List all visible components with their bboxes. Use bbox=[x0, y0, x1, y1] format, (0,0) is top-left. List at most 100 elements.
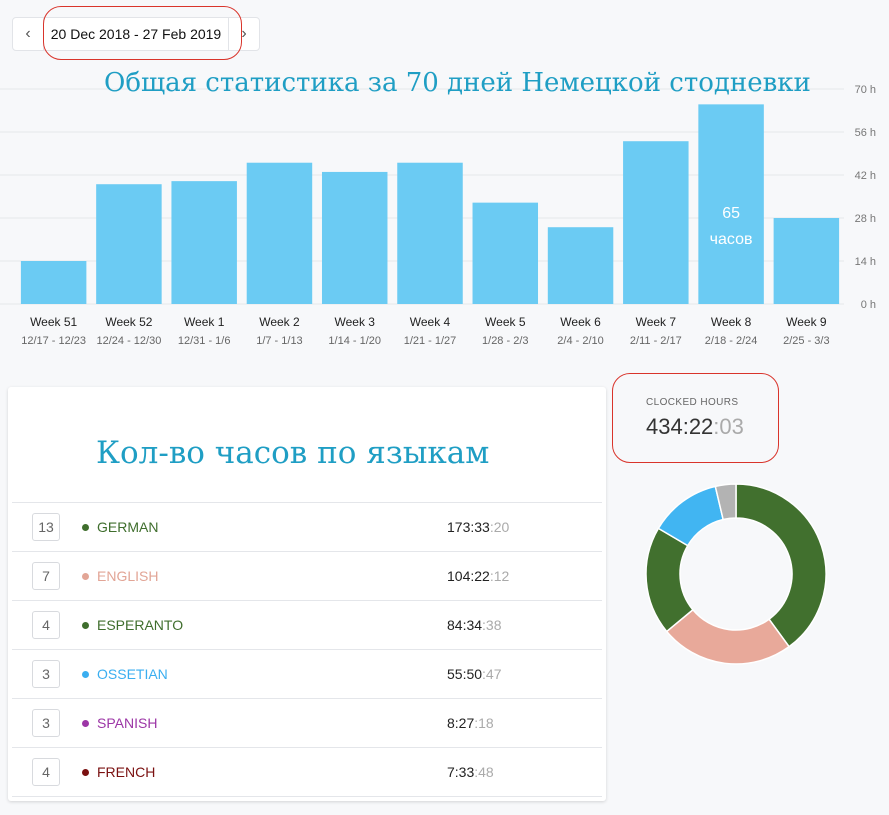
language-name: SPANISH bbox=[97, 715, 158, 731]
prev-period-button[interactable]: ‹ bbox=[25, 25, 31, 42]
x-tick-sublabel: 1/28 - 2/3 bbox=[482, 335, 528, 347]
x-tick-label: Week 5 bbox=[485, 315, 526, 329]
language-row[interactable]: 3 SPANISH 8:27:18 bbox=[12, 698, 602, 748]
bar[interactable] bbox=[472, 202, 539, 304]
language-duration: 7:33:48 bbox=[447, 764, 494, 780]
language-row[interactable]: 3 OSSETIAN 55:50:47 bbox=[12, 649, 602, 699]
x-tick-sublabel: 1/14 - 1/20 bbox=[328, 335, 381, 347]
duration-seconds: :18 bbox=[474, 715, 494, 731]
x-tick-sublabel: 12/31 - 1/6 bbox=[178, 335, 231, 347]
language-name: GERMAN bbox=[97, 519, 159, 535]
y-tick-label: 28 h bbox=[855, 213, 876, 225]
language-color-dot bbox=[82, 768, 89, 776]
language-color-dot bbox=[82, 523, 89, 531]
languages-donut-chart bbox=[645, 483, 827, 665]
language-name: ESPERANTO bbox=[97, 617, 184, 633]
duration-main: 104:22 bbox=[447, 568, 490, 584]
languages-table: 13 GERMAN 173:33:20 7 ENGLISH 104:22:12 4 ESPER… bbox=[12, 502, 602, 797]
bar[interactable] bbox=[20, 261, 87, 304]
x-tick-sublabel: 1/7 - 1/13 bbox=[256, 335, 302, 347]
y-tick-label: 0 h bbox=[861, 299, 876, 311]
session-count: 3 bbox=[32, 660, 60, 688]
x-tick-sublabel: 12/17 - 12/23 bbox=[21, 335, 86, 347]
bar[interactable] bbox=[397, 162, 463, 304]
y-tick-label: 14 h bbox=[855, 256, 876, 268]
language-duration: 8:27:18 bbox=[447, 715, 494, 731]
language-color-dot bbox=[82, 572, 89, 580]
chart-overlay-title: Общая статистика за 70 дней Немецкой сто… bbox=[104, 68, 811, 98]
duration-seconds: :12 bbox=[489, 568, 510, 584]
next-period-button[interactable]: › bbox=[241, 25, 247, 42]
bar[interactable] bbox=[547, 227, 614, 304]
donut-slice[interactable] bbox=[735, 483, 827, 648]
bar[interactable] bbox=[321, 171, 388, 304]
x-tick-label: Week 52 bbox=[105, 315, 152, 329]
bar-annotation: часов bbox=[710, 231, 753, 248]
languages-card-header: Кол-во часов по языкам bbox=[8, 387, 606, 505]
weekly-hours-chart: 70 h 56 h 42 h 28 h 14 h 0 h Week 51 12/17 - 12… bbox=[0, 84, 876, 347]
language-duration: 84:34:38 bbox=[447, 617, 502, 633]
duration-main: 173:33 bbox=[447, 519, 490, 535]
language-duration: 55:50:47 bbox=[447, 666, 502, 682]
x-tick-label: Week 3 bbox=[334, 315, 375, 329]
bar[interactable] bbox=[623, 141, 689, 304]
bar[interactable] bbox=[171, 181, 237, 304]
y-tick-label: 42 h bbox=[855, 170, 876, 182]
languages-overlay-title: Кол-во часов по языкам bbox=[96, 435, 490, 471]
duration-seconds: :20 bbox=[489, 519, 510, 535]
language-duration: 173:33:20 bbox=[447, 519, 509, 535]
language-color-dot bbox=[82, 621, 89, 629]
duration-seconds: :38 bbox=[482, 617, 502, 633]
clocked-hours-value: 434:22:03 bbox=[646, 414, 768, 440]
x-tick-sublabel: 1/21 - 1/27 bbox=[404, 335, 457, 347]
bar[interactable] bbox=[96, 184, 162, 304]
session-count: 7 bbox=[32, 562, 60, 590]
language-name: OSSETIAN bbox=[97, 666, 168, 682]
x-tick-sublabel: 2/11 - 2/17 bbox=[630, 335, 682, 347]
language-color-dot bbox=[82, 719, 89, 727]
x-tick-sublabel: 2/18 - 2/24 bbox=[705, 335, 758, 347]
language-name: ENGLISH bbox=[97, 568, 159, 584]
session-count: 13 bbox=[32, 513, 60, 541]
date-range-navigator: ‹ 20 Dec 2018 - 27 Feb 2019 › bbox=[12, 17, 260, 51]
language-duration: 104:22:12 bbox=[447, 568, 509, 584]
bar[interactable] bbox=[246, 162, 313, 304]
bar[interactable] bbox=[773, 218, 840, 304]
language-row[interactable]: 4 ESPERANTO 84:34:38 bbox=[12, 600, 602, 650]
x-tick-label: Week 7 bbox=[636, 315, 677, 329]
language-row[interactable]: 4 FRENCH 7:33:48 bbox=[12, 747, 602, 797]
y-tick-label: 56 h bbox=[855, 127, 876, 139]
donut-slice[interactable] bbox=[714, 483, 737, 521]
duration-main: 8:27 bbox=[447, 715, 475, 731]
x-tick-label: Week 6 bbox=[560, 315, 601, 329]
x-tick-label: Week 1 bbox=[184, 315, 225, 329]
session-count: 4 bbox=[32, 611, 60, 639]
duration-main: 55:50 bbox=[447, 666, 483, 682]
language-row[interactable]: 13 GERMAN 173:33:20 bbox=[12, 502, 602, 552]
x-tick-sublabel: 12/24 - 12/30 bbox=[96, 335, 161, 347]
language-name: FRENCH bbox=[97, 764, 156, 780]
x-tick-label: Week 51 bbox=[30, 315, 77, 329]
duration-main: 7:33 bbox=[447, 764, 475, 780]
duration-main: 84:34 bbox=[447, 617, 483, 633]
language-color-dot bbox=[82, 670, 89, 678]
bar-annotation: 65 bbox=[722, 205, 740, 222]
y-tick-label: 70 h bbox=[855, 84, 876, 96]
bar[interactable] bbox=[698, 104, 764, 304]
x-tick-label: Week 2 bbox=[259, 315, 300, 329]
languages-card: Кол-во часов по языкам 13 GERMAN 173:33:20… bbox=[8, 387, 606, 801]
session-count: 4 bbox=[32, 758, 60, 786]
x-tick-label: Week 9 bbox=[786, 315, 827, 329]
x-tick-sublabel: 2/4 - 2/10 bbox=[557, 335, 603, 347]
session-count: 3 bbox=[32, 709, 60, 737]
language-row[interactable]: 7 ENGLISH 104:22:12 bbox=[12, 551, 602, 601]
clocked-hours-label: CLOCKED HOURS bbox=[646, 397, 739, 408]
clocked-hours-seconds: :03 bbox=[713, 414, 744, 439]
date-range-label[interactable]: 20 Dec 2018 - 27 Feb 2019 bbox=[43, 17, 229, 51]
x-tick-label: Week 4 bbox=[410, 315, 451, 329]
clocked-hours-panel: CLOCKED HOURS 434:22:03 bbox=[628, 387, 768, 440]
clocked-hours-main: 434:22 bbox=[646, 414, 714, 439]
x-tick-sublabel: 2/25 - 3/3 bbox=[783, 335, 829, 347]
x-tick-label: Week 8 bbox=[711, 315, 752, 329]
duration-seconds: :47 bbox=[482, 666, 502, 682]
